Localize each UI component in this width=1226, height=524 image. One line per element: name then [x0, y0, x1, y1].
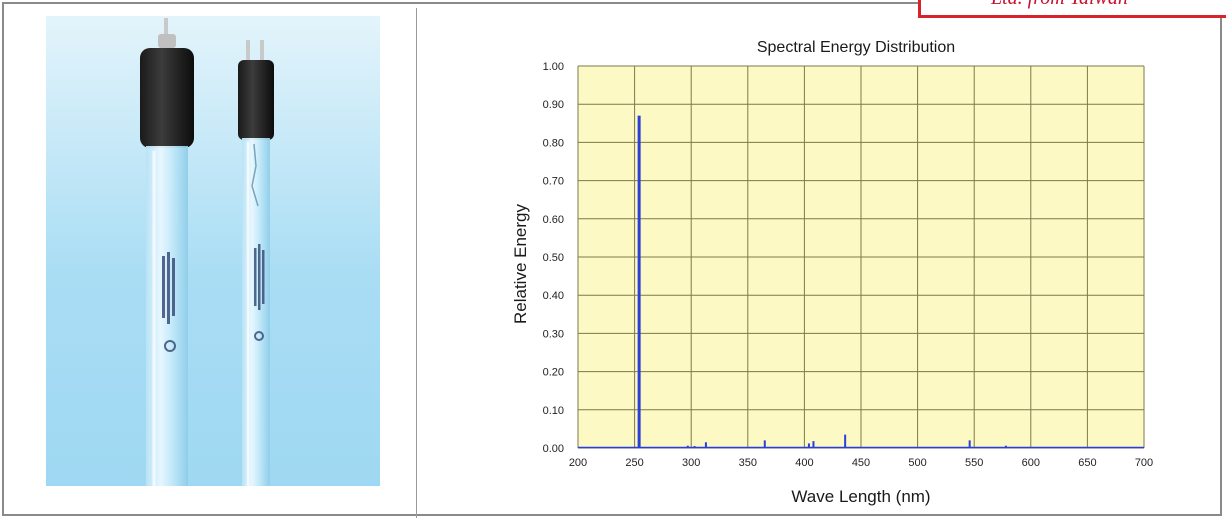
y-tick-labels: 0.00 0.10 0.20 0.30 0.40 0.50 0.60 0.70 0.80 0.90… — [543, 61, 564, 455]
x-tick-label: 700 — [1135, 457, 1153, 469]
cell-divider — [416, 8, 417, 518]
y-tick-label: 0.00 — [543, 443, 564, 455]
y-tick-label: 0.10 — [543, 405, 564, 417]
y-tick-label: 0.30 — [543, 328, 564, 340]
chart-cell: Spectral Energy Distribution 0.00 0.10 0.2… — [420, 10, 1220, 516]
lamp-left — [140, 18, 194, 486]
lamp-right — [238, 40, 274, 486]
x-tick-label: 250 — [625, 457, 643, 469]
spectral-line-313nm — [704, 442, 707, 448]
y-tick-label: 0.70 — [543, 176, 564, 188]
spectral-lines — [578, 115, 1144, 449]
x-tick-label: 200 — [569, 457, 587, 469]
x-tick-label: 600 — [1022, 457, 1040, 469]
y-tick-label: 0.60 — [543, 214, 564, 226]
spectral-line-546nm — [968, 440, 971, 448]
figure-frame: Spectral Energy Distribution 0.00 0.10 0.2… — [2, 2, 1222, 518]
y-tick-label: 0.80 — [543, 137, 564, 149]
x-tick-label: 400 — [795, 457, 813, 469]
product-photo-cell — [12, 10, 414, 516]
lamp-illustration — [140, 18, 274, 486]
y-tick-label: 1.00 — [543, 61, 564, 73]
x-tick-label: 450 — [852, 457, 870, 469]
spectral-line-254nm — [637, 115, 641, 448]
y-tick-label: 0.50 — [543, 252, 564, 264]
spectral-line-365nm — [763, 440, 766, 448]
spectral-chart: Spectral Energy Distribution 0.00 0.10 0.2… — [511, 39, 1153, 506]
x-tick-label: 550 — [965, 457, 983, 469]
spectral-line-408nm — [812, 441, 815, 448]
x-tick-label: 300 — [682, 457, 700, 469]
x-tick-label: 500 — [908, 457, 926, 469]
lamp-right-print — [254, 244, 265, 341]
y-tick-label: 0.20 — [543, 367, 564, 379]
chart-title: Spectral Energy Distribution — [757, 39, 955, 56]
uv-lamp-photo — [46, 16, 380, 486]
brand-ribbon-text: Ltd. from Taiwan — [991, 0, 1128, 10]
x-axis-label: Wave Length (nm) — [791, 487, 930, 506]
x-tick-labels: 200 250 300 350 400 450 500 550 600 650 700 — [569, 457, 1153, 469]
lamp-left-print — [162, 252, 176, 352]
spectral-line-404nm — [807, 443, 810, 448]
x-tick-label: 350 — [739, 457, 757, 469]
brand-ribbon: Ltd. from Taiwan — [918, 0, 1226, 18]
spectral-line-436nm — [844, 434, 847, 448]
x-tick-label: 650 — [1078, 457, 1096, 469]
y-tick-label: 0.90 — [543, 99, 564, 111]
y-tick-label: 0.40 — [543, 290, 564, 302]
y-axis-label: Relative Energy — [511, 204, 530, 325]
